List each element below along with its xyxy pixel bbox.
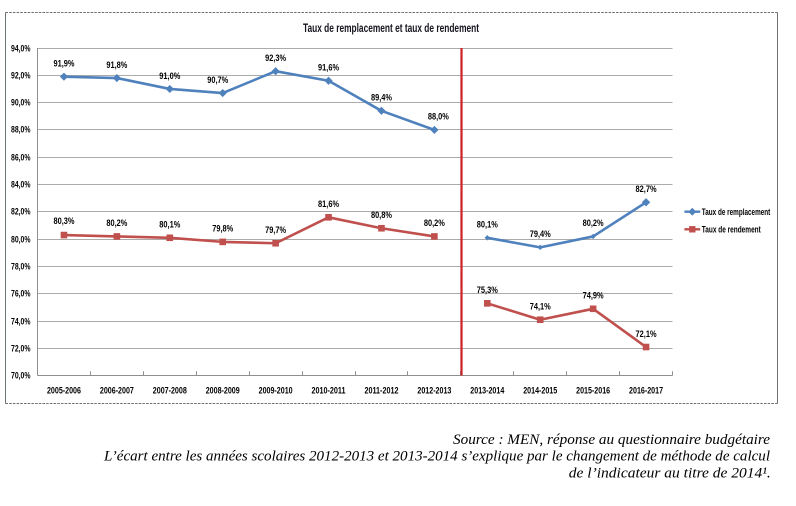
svg-text:79,4%: 79,4% [530,229,551,239]
svg-text:2007-2008: 2007-2008 [153,386,187,396]
svg-text:80,2%: 80,2% [424,218,445,228]
svg-text:72,0%: 72,0% [11,344,31,354]
svg-text:2012-2013: 2012-2013 [417,386,451,396]
svg-text:2011-2012: 2011-2012 [364,386,398,396]
svg-text:89,4%: 89,4% [371,93,392,103]
svg-text:70,0%: 70,0% [11,371,31,381]
svg-text:91,8%: 91,8% [106,60,127,70]
svg-text:82,7%: 82,7% [636,184,657,194]
svg-text:91,9%: 91,9% [53,58,74,68]
svg-text:2014-2015: 2014-2015 [523,386,557,396]
svg-text:75,3%: 75,3% [477,285,498,295]
svg-text:92,3%: 92,3% [265,53,286,63]
svg-text:88,0%: 88,0% [428,112,449,122]
svg-text:Taux de remplacement et taux d: Taux de remplacement et taux de rendemen… [303,23,479,35]
svg-text:74,9%: 74,9% [583,291,604,301]
svg-text:2005-2006: 2005-2006 [47,386,81,396]
svg-text:90,0%: 90,0% [11,98,31,108]
svg-text:74,0%: 74,0% [11,317,31,327]
svg-text:76,0%: 76,0% [11,289,31,299]
svg-text:91,0%: 91,0% [159,71,180,81]
svg-text:84,0%: 84,0% [11,180,31,190]
svg-text:2013-2014: 2013-2014 [470,386,504,396]
svg-text:80,1%: 80,1% [159,220,180,230]
svg-text:80,3%: 80,3% [53,216,74,226]
svg-text:Source : MEN, réponse au quest: Source : MEN, réponse au questionnaire b… [453,431,770,448]
svg-text:80,2%: 80,2% [106,218,127,228]
svg-text:2016-2017: 2016-2017 [629,386,663,396]
svg-text:90,7%: 90,7% [207,75,228,85]
svg-text:L’écart entre les années scola: L’écart entre les années scolaires 2012-… [103,448,770,465]
svg-text:91,6%: 91,6% [318,63,339,73]
svg-text:78,0%: 78,0% [11,262,31,272]
svg-text:de l’indicateur au titre de 20: de l’indicateur au titre de 2014¹. [569,464,771,481]
svg-text:86,0%: 86,0% [11,153,31,163]
svg-text:82,0%: 82,0% [11,207,31,217]
svg-text:Taux de rendement: Taux de rendement [702,225,761,235]
svg-text:2009-2010: 2009-2010 [259,386,293,396]
svg-text:2010-2011: 2010-2011 [312,386,346,396]
svg-text:94,0%: 94,0% [11,44,31,54]
svg-text:2015-2016: 2015-2016 [576,386,610,396]
svg-text:88,0%: 88,0% [11,125,31,135]
svg-text:79,7%: 79,7% [265,225,286,235]
svg-text:Taux de remplacement: Taux de remplacement [702,207,771,217]
svg-text:79,8%: 79,8% [212,224,233,234]
svg-text:81,6%: 81,6% [318,199,339,209]
svg-text:2008-2009: 2008-2009 [206,386,240,396]
svg-text:2006-2007: 2006-2007 [100,386,134,396]
svg-text:74,1%: 74,1% [530,302,551,312]
svg-text:80,1%: 80,1% [477,220,498,230]
svg-text:80,0%: 80,0% [11,235,31,245]
svg-text:80,2%: 80,2% [583,218,604,228]
svg-text:72,1%: 72,1% [636,329,657,339]
svg-text:80,8%: 80,8% [371,210,392,220]
svg-text:92,0%: 92,0% [11,71,31,81]
